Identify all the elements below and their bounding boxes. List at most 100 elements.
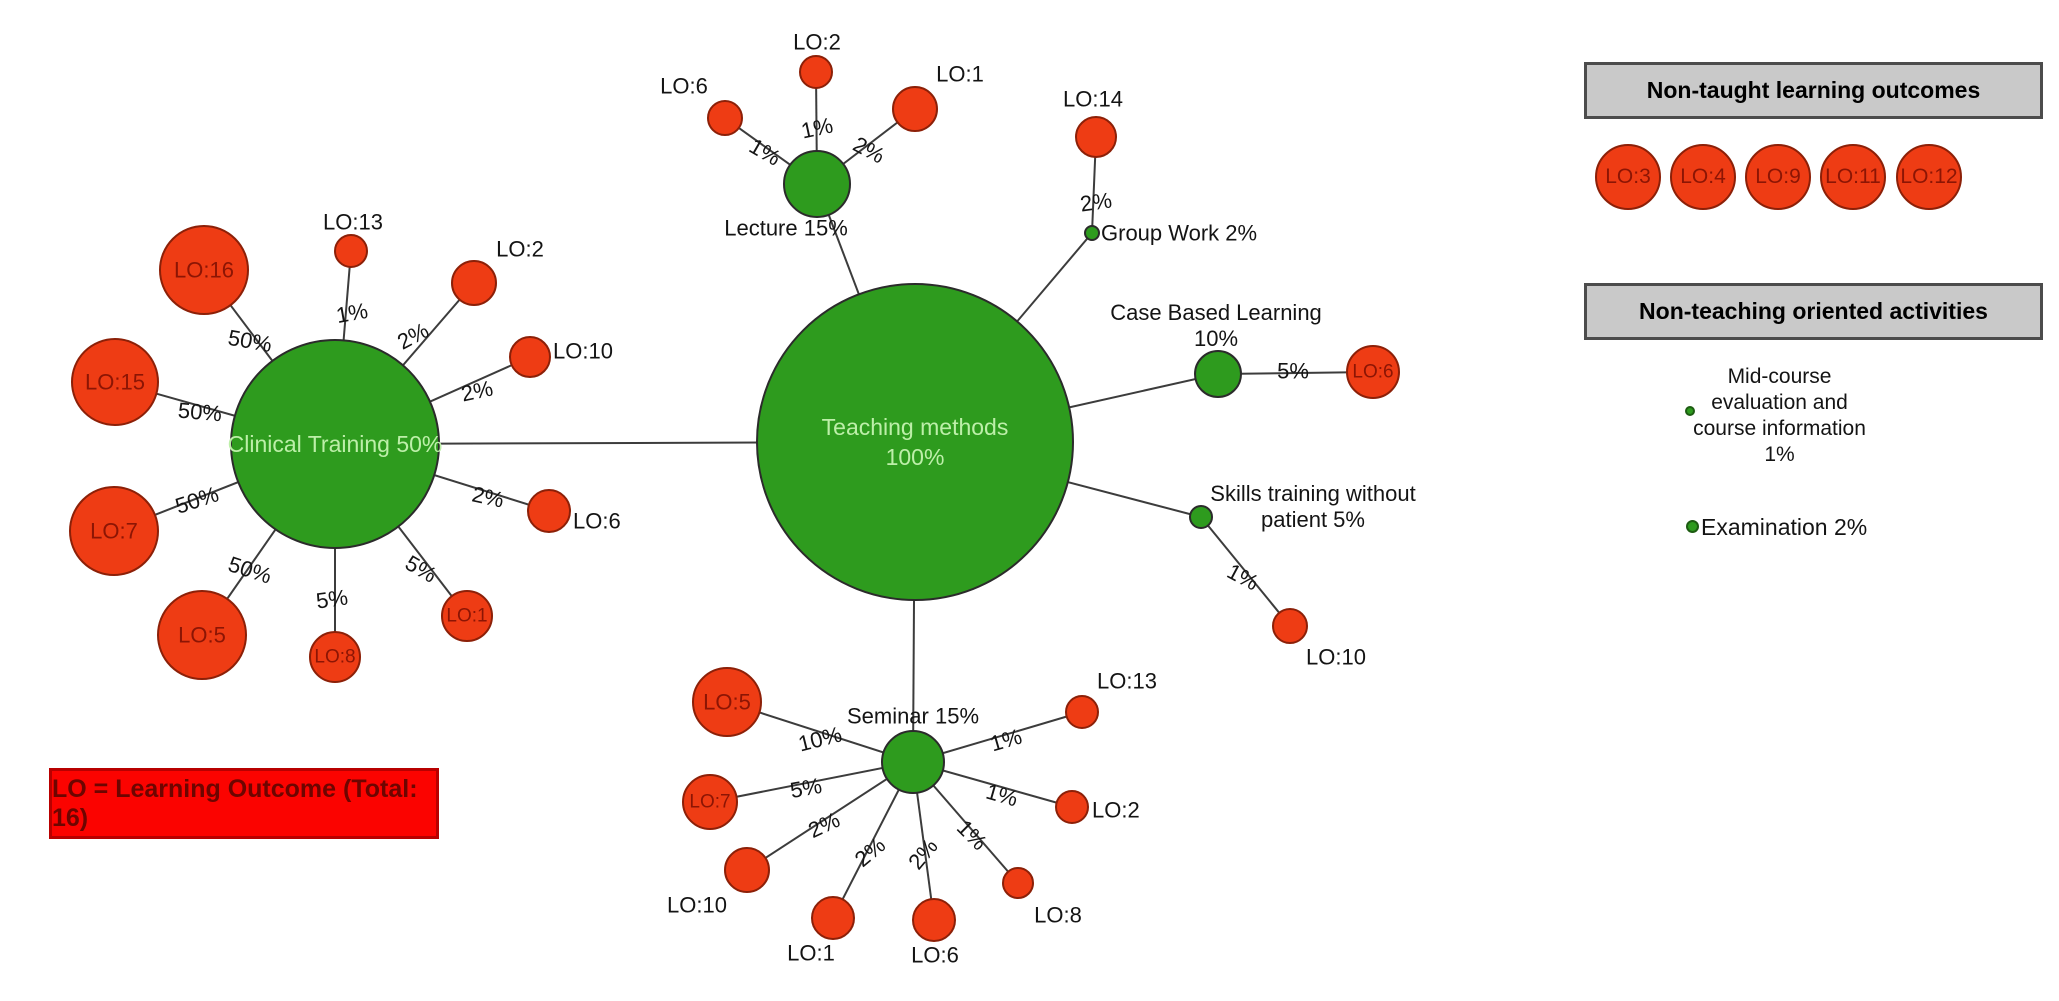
mid-course-line: 1% xyxy=(1764,443,1795,466)
edge-label-seminar-m13: 1% xyxy=(987,724,1024,757)
node-label-m13: LO:13 xyxy=(1097,669,1157,694)
edge-label-clinical-c10: 2% xyxy=(459,375,495,406)
method-node-seminar xyxy=(881,730,945,794)
non-taught-outcome-circle: LO:4 xyxy=(1670,144,1736,210)
node-label-c7: LO:7 xyxy=(90,519,138,544)
node-label-m2: LO:2 xyxy=(1092,798,1140,823)
non-taught-outcomes-header: Non-taught learning outcomes xyxy=(1584,62,2043,119)
outcome-node-m13 xyxy=(1065,695,1099,729)
edge-label-clinical-c6: 2% xyxy=(470,481,506,512)
edge-label-clinical-c16: 50% xyxy=(226,325,274,357)
mid-course-label: Mid-course evaluation and course informa… xyxy=(1662,364,1897,468)
node-label-m8: LO:8 xyxy=(1034,903,1082,928)
node-label-m10: LO:10 xyxy=(667,893,727,918)
edge-label-seminar-m10: 2% xyxy=(804,807,843,843)
node-label-skills: Skills training without patient 5% xyxy=(1210,481,1415,532)
outcome-node-m10 xyxy=(724,847,770,893)
non-taught-outcome-circle: LO:9 xyxy=(1745,144,1811,210)
outcome-node-m6 xyxy=(912,898,956,942)
outcome-node-c2 xyxy=(451,260,497,306)
outcome-node-m8 xyxy=(1002,867,1034,899)
outcome-node-c8 xyxy=(309,631,361,683)
edge-seminar-m10 xyxy=(746,761,914,871)
outcome-node-c7 xyxy=(69,486,159,576)
edge-label-lecture-l2: 1% xyxy=(799,112,835,143)
legend-box: LO = Learning Outcome (Total: 16) xyxy=(49,768,439,839)
node-label-c1: LO:1 xyxy=(446,606,487,627)
outcome-node-l1 xyxy=(892,86,938,132)
edge-label-seminar-m2: 1% xyxy=(983,779,1020,812)
method-node-skills xyxy=(1189,505,1213,529)
edge-label-seminar-m1: 2% xyxy=(850,832,890,872)
node-label-clinical: Clinical Training 50% xyxy=(228,431,443,457)
edge-label-skills-s10: 1% xyxy=(1223,558,1263,595)
mid-course-line: evaluation and xyxy=(1711,391,1848,414)
node-label-teaching: Teaching methods 100% xyxy=(822,414,1009,470)
edge-label-clinical-c2: 2% xyxy=(393,317,433,354)
node-label-l2: LO:2 xyxy=(793,30,841,55)
non-taught-outcome-circle: LO:12 xyxy=(1896,144,1962,210)
node-label-lecture: Lecture 15% xyxy=(724,216,848,241)
node-label-m1: LO:1 xyxy=(787,941,835,966)
node-label-m6: LO:6 xyxy=(911,943,959,968)
node-label-cbl: Case Based Learning 10% xyxy=(1110,300,1322,351)
mid-course-line: course information xyxy=(1693,417,1866,440)
non-taught-outcome-circle: LO:3 xyxy=(1595,144,1661,210)
edge-label-clinical-c1: 5% xyxy=(401,550,441,588)
node-label-l1: LO:1 xyxy=(936,62,984,87)
method-node-lecture xyxy=(783,150,851,218)
node-label-m7: LO:7 xyxy=(689,792,730,813)
outcome-node-m5 xyxy=(692,667,762,737)
edge-label-groupwork-g14: 2% xyxy=(1079,187,1114,216)
outcome-node-l6 xyxy=(707,100,743,136)
node-label-g14: LO:14 xyxy=(1063,87,1123,112)
edge-label-clinical-c8: 5% xyxy=(315,584,350,613)
outcome-node-b6 xyxy=(1346,345,1400,399)
outcome-node-c16 xyxy=(159,225,249,315)
outcome-node-g14 xyxy=(1075,116,1117,158)
node-label-l6: LO:6 xyxy=(660,74,708,99)
edge-label-clinical-c15: 50% xyxy=(177,398,223,427)
examination-label: Examination 2% xyxy=(1701,514,1868,540)
edge-label-clinical-c13: 1% xyxy=(334,298,370,328)
edge-seminar-m7 xyxy=(709,761,914,803)
outcome-node-m1 xyxy=(811,896,855,940)
edge-skills-s10 xyxy=(1200,516,1291,627)
edge-label-cbl-b6: 5% xyxy=(1277,359,1309,384)
method-node-cbl xyxy=(1194,350,1242,398)
edge-label-seminar-m6: 2% xyxy=(903,834,943,874)
edge-label-seminar-m8: 1% xyxy=(952,815,992,855)
node-label-c13: LO:13 xyxy=(323,210,383,235)
node-label-s10: LO:10 xyxy=(1306,645,1366,670)
node-label-m5: LO:5 xyxy=(703,690,751,715)
node-label-c16: LO:16 xyxy=(174,258,234,283)
non-teaching-activities-header: Non-teaching oriented activities xyxy=(1584,283,2043,340)
node-label-seminar: Seminar 15% xyxy=(847,704,979,729)
edge-label-lecture-l1: 2% xyxy=(849,131,889,168)
outcome-node-c6 xyxy=(527,489,571,533)
node-label-c10: LO:10 xyxy=(553,339,613,364)
method-node-teaching xyxy=(756,283,1074,601)
outcome-node-c5 xyxy=(157,590,247,680)
edge-label-lecture-l6: 1% xyxy=(745,133,785,171)
method-node-clinical xyxy=(230,339,440,549)
outcome-node-c15 xyxy=(71,338,159,426)
outcome-node-m7 xyxy=(682,774,738,830)
outcome-node-s10 xyxy=(1272,608,1308,644)
non-taught-outcome-circle: LO:11 xyxy=(1820,144,1886,210)
node-label-c6: LO:6 xyxy=(573,509,621,534)
outcome-node-l2 xyxy=(799,55,833,89)
node-label-c15: LO:15 xyxy=(85,370,145,395)
node-label-c8: LO:8 xyxy=(314,647,355,668)
outcome-node-c13 xyxy=(334,234,368,268)
outcome-node-c10 xyxy=(509,336,551,378)
edge-label-clinical-c7: 50% xyxy=(172,481,222,518)
edge-label-seminar-m7: 5% xyxy=(788,773,824,803)
mid-course-line: Mid-course xyxy=(1727,365,1832,388)
outcome-node-c1 xyxy=(441,590,493,642)
edge-label-clinical-c5: 50% xyxy=(225,551,275,588)
node-label-groupwork: Group Work 2% xyxy=(1101,221,1257,246)
node-label-c5: LO:5 xyxy=(178,623,226,648)
